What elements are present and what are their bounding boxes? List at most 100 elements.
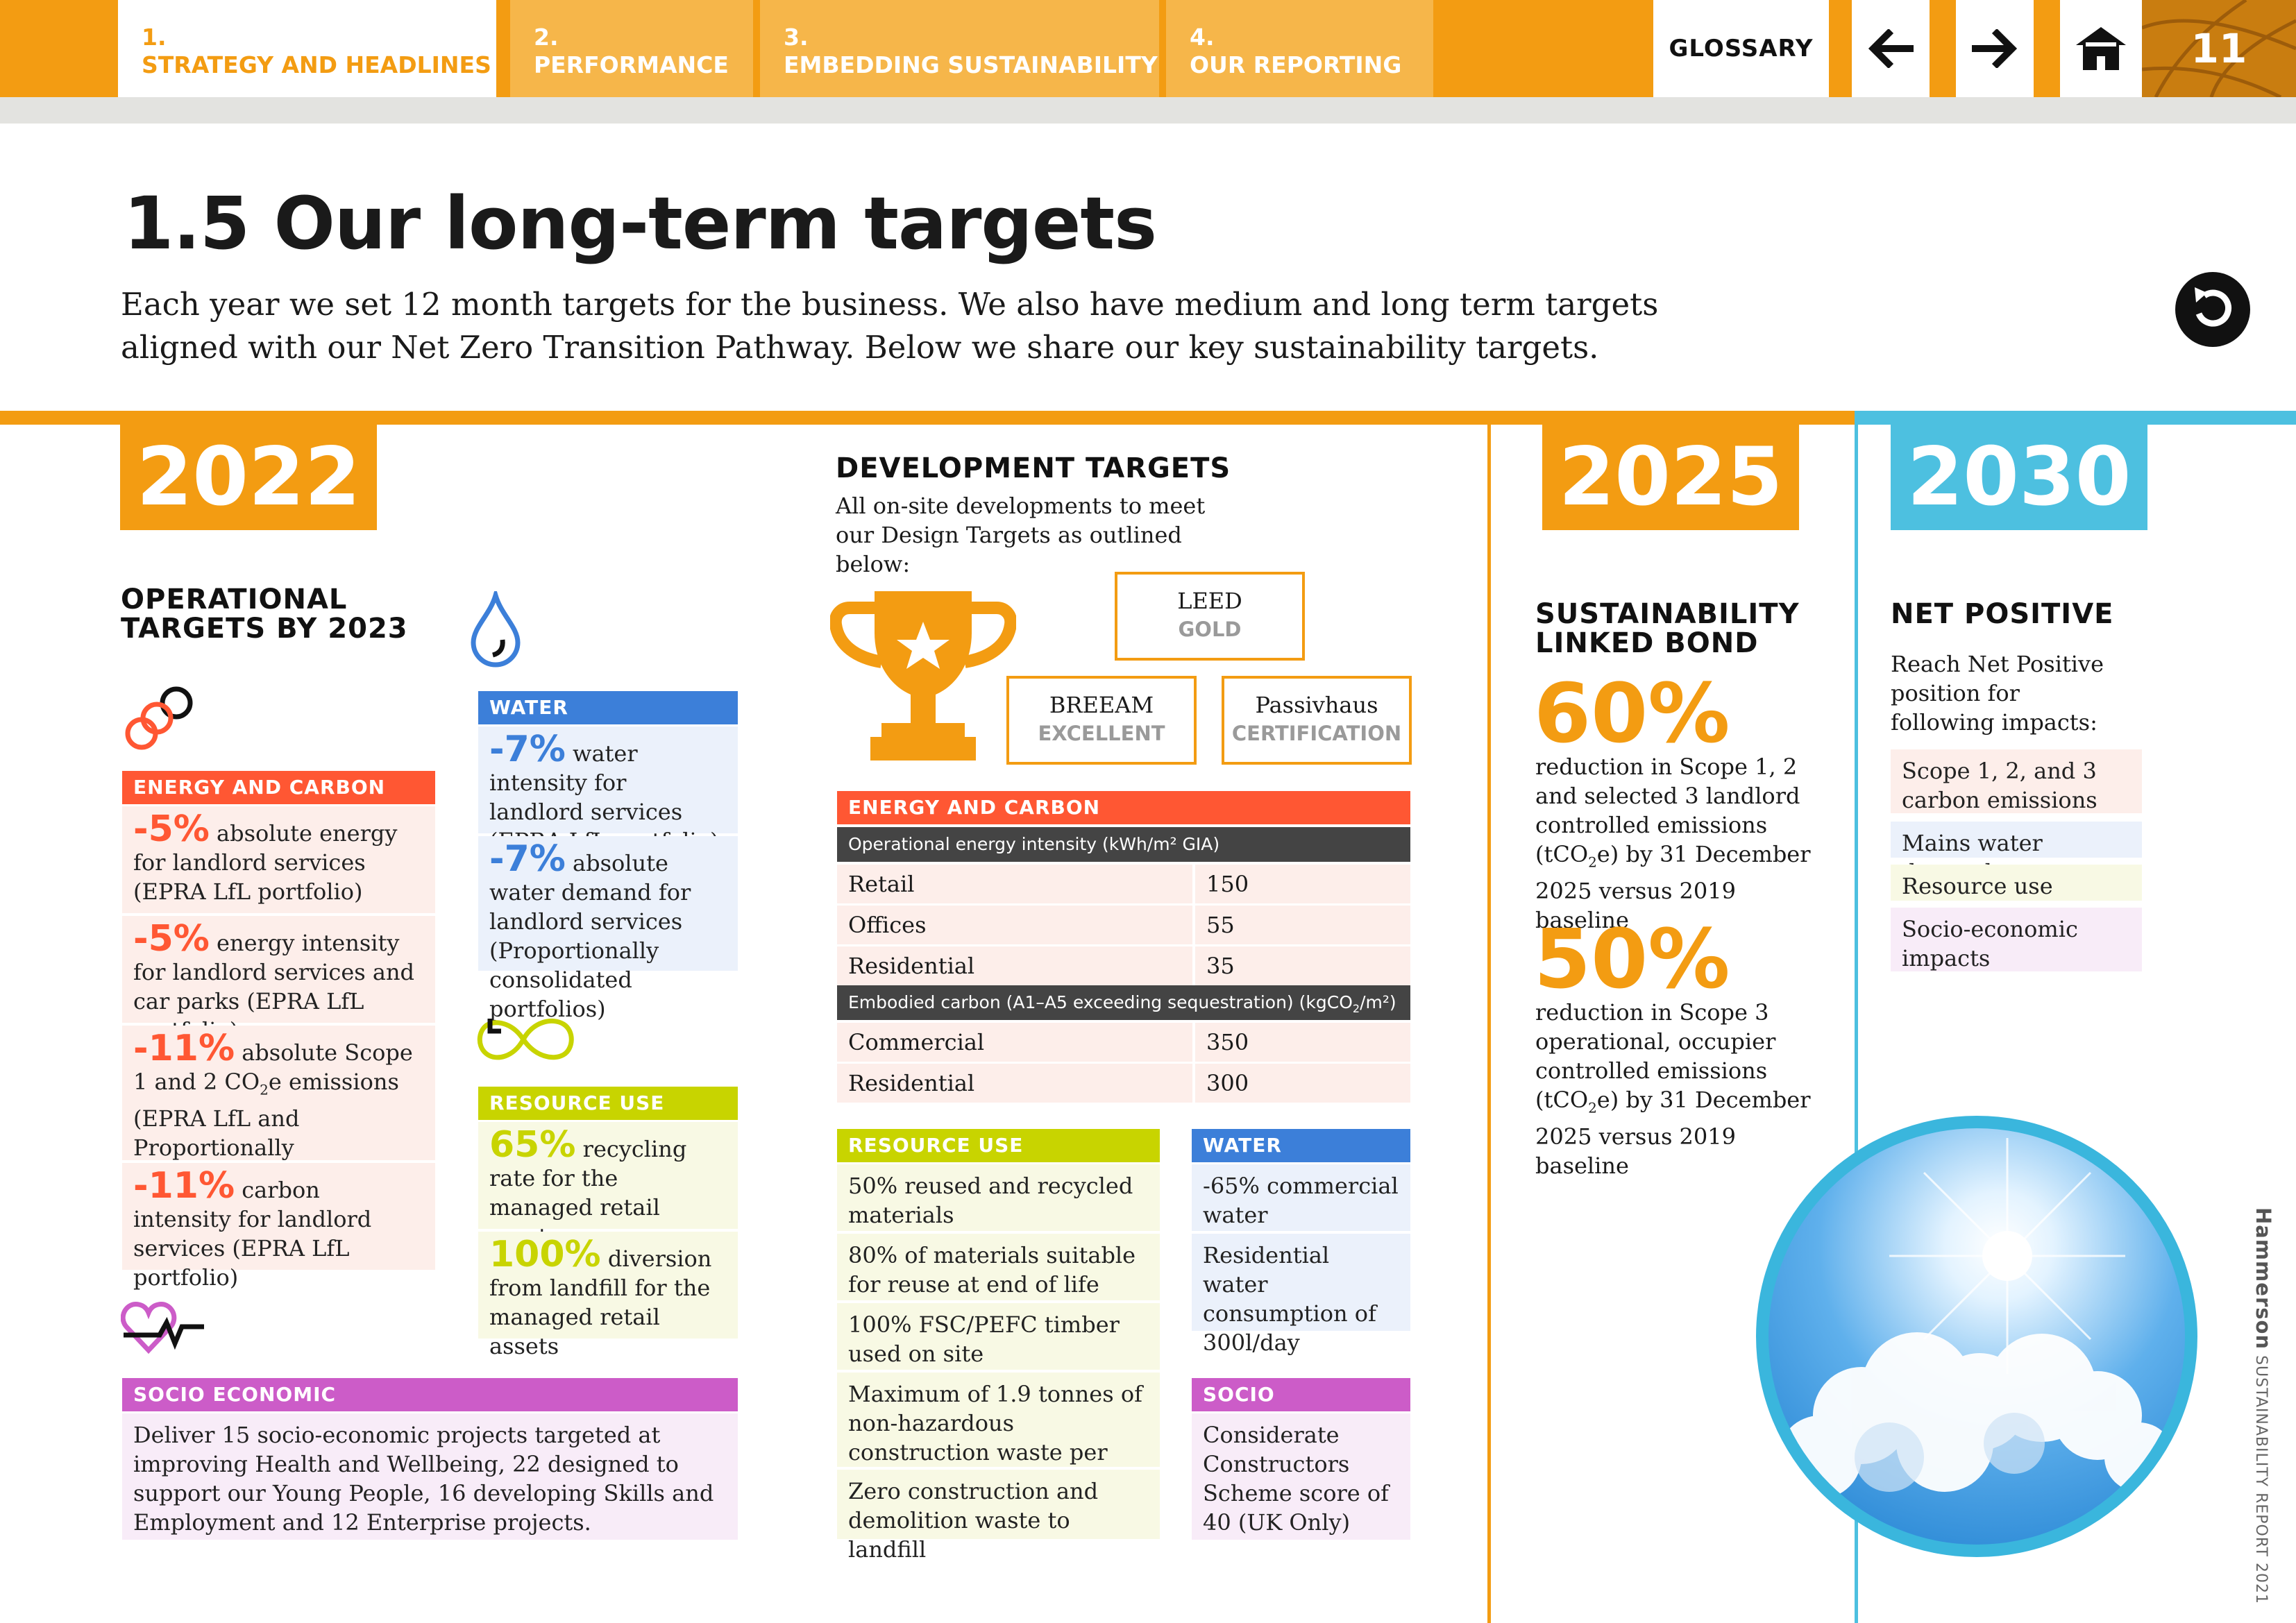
water-header: WATER — [478, 691, 738, 724]
tab-number: 3. — [784, 24, 809, 51]
divider-2030 — [1855, 425, 1858, 1623]
energy-carbon-icon — [125, 686, 193, 750]
resource-target-2: 100% diversion from landfill for the man… — [478, 1232, 738, 1359]
socio-economic-text: Deliver 15 socio-economic projects targe… — [122, 1413, 738, 1540]
tab-number: 2. — [534, 24, 559, 51]
energy-target-value: -11% — [133, 1165, 235, 1207]
header-divider — [0, 97, 2296, 124]
resource-target-1: 65% recycling rate for the managed retai… — [478, 1122, 738, 1250]
dev-water-item: Residential water consumption of 300l/da… — [1192, 1234, 1410, 1356]
table-cell: Offices — [837, 906, 1192, 944]
energy-target-value: -5% — [133, 808, 210, 850]
home-icon — [2076, 27, 2126, 70]
home-button[interactable] — [2060, 0, 2142, 97]
energy-target-1: -5% absolute energy for landlord service… — [122, 806, 435, 913]
dev-resource-item: 80% of materials suitable for reuse at e… — [837, 1234, 1160, 1300]
tab-our-reporting[interactable]: 4. OUR REPORTING — [1166, 0, 1433, 97]
bond-target-1-text: reduction in Scope 1, 2 and selected 3 l… — [1535, 752, 1827, 935]
energy-target-text: absolute Scope 1 and 2 CO — [133, 1039, 413, 1095]
impact-socio-economic: Socio-economic impacts — [1891, 908, 2142, 971]
tab-strategy-and-headlines[interactable]: 1. STRATEGY AND HEADLINES — [118, 0, 496, 97]
impact-water: Mains water demand — [1891, 822, 2142, 885]
resource-use-header: RESOURCE USE — [478, 1087, 738, 1120]
section-rule-blue — [1855, 411, 2296, 425]
table-cell: 35 — [1195, 946, 1410, 985]
side-label: Hammerson SUSTAINABILITY REPORT 2021 — [2247, 1207, 2275, 1604]
tab-number: 4. — [1190, 24, 1215, 51]
trophy-icon — [830, 591, 1016, 760]
operational-heading: OPERATIONAL TARGETS BY 2023 — [121, 584, 408, 645]
dev-energy-header: ENERGY AND CARBON — [837, 791, 1410, 824]
glossary-button[interactable]: GLOSSARY — [1653, 0, 1829, 97]
bond-text: reduction in Scope 1, 2 and selected 3 l… — [1535, 754, 1800, 867]
cert-level: EXCELLENT — [1038, 722, 1165, 745]
subheader-text: Embodied carbon (A1–A5 exceeding sequest… — [848, 992, 1353, 1012]
subscript: 2 — [1588, 1099, 1597, 1116]
year-2025-badge: 2025 — [1542, 425, 1799, 530]
sky-sun-image — [1756, 1116, 2197, 1557]
tab-embedding-sustainability[interactable]: 3. EMBEDDING SUSTAINABILITY — [760, 0, 1159, 97]
breeam-excellent-badge: BREEAM EXCELLENT — [1006, 676, 1197, 765]
impact-carbon: Scope 1, 2, and 3 carbon emissions — [1891, 749, 2142, 813]
target-50-percent: 50% — [1534, 911, 1730, 1007]
decorative-pattern-icon — [2142, 0, 2296, 97]
divider-2025 — [1487, 425, 1491, 1623]
cert-level: CERTIFICATION — [1231, 722, 1402, 745]
dev-water-item: -65% commercial water consumption — [1192, 1164, 1410, 1257]
page-number-box: 11 — [2142, 0, 2296, 97]
energy-target-2: -5% energy intensity for landlord servic… — [122, 916, 435, 1044]
arrow-right-icon — [1972, 29, 2018, 68]
resource-target-value: 100% — [489, 1234, 601, 1275]
brand-name: Hammerson — [2252, 1207, 2275, 1350]
energy-target-text: carbon intensity for landlord services (… — [133, 1177, 372, 1291]
subscript: 2 — [260, 1081, 269, 1098]
net-positive-heading: NET POSITIVE — [1891, 598, 2114, 630]
page-number: 11 — [2191, 25, 2247, 72]
target-60-percent: 60% — [1534, 665, 1730, 761]
dev-socio-header: SOCIO ECONOMIC — [1192, 1378, 1410, 1439]
report-name: SUSTAINABILITY REPORT 2021 — [2252, 1355, 2270, 1604]
tab-label: PERFORMANCE — [534, 51, 729, 78]
resource-target-text: diversion from landfill for the managed … — [489, 1246, 712, 1359]
tab-label: STRATEGY AND HEADLINES — [142, 51, 491, 78]
cert-level: GOLD — [1178, 618, 1242, 641]
tab-performance[interactable]: 2. PERFORMANCE — [510, 0, 753, 97]
dev-resource-item: Maximum of 1.9 tonnes of non-hazardous c… — [837, 1373, 1160, 1495]
net-positive-intro: Reach Net Positive position for followin… — [1891, 651, 2104, 736]
energy-target-3: -11% absolute Scope 1 and 2 CO2e emissio… — [122, 1026, 435, 1190]
leed-gold-badge: LEED GOLD — [1115, 572, 1305, 661]
back-circle-icon[interactable] — [2174, 271, 2252, 348]
bond-text: e) by 31 December 2025 versus 2019 basel… — [1535, 1087, 1811, 1180]
year-2030-badge: 2030 — [1891, 425, 2147, 530]
dev-water-header: WATER — [1192, 1129, 1410, 1162]
table-cell: 350 — [1195, 1023, 1410, 1062]
dev-resource-item: Zero construction and demolition waste t… — [837, 1470, 1160, 1563]
forward-button[interactable] — [1956, 0, 2034, 97]
energy-carbon-header: ENERGY AND CARBON — [122, 771, 435, 804]
table-cell: Commercial — [837, 1023, 1192, 1062]
resource-target-value: 65% — [489, 1124, 576, 1166]
dev-resource-item: 50% reused and recycled materials — [837, 1164, 1160, 1231]
back-button[interactable] — [1852, 0, 1930, 97]
page-title: 1.5 Our long-term targets — [124, 181, 1157, 266]
cert-name: BREEAM — [1049, 692, 1154, 718]
bond-heading: SUSTAINABILITY LINKED BOND — [1535, 598, 1800, 659]
bond-target-2-text: reduction in Scope 3 operational, occupi… — [1535, 998, 1827, 1180]
energy-target-value: -11% — [133, 1028, 235, 1069]
energy-target-value: -5% — [133, 918, 210, 960]
year-2022-badge: 2022 — [120, 425, 377, 530]
dev-resource-item: 100% FSC/PEFC timber used on site — [837, 1303, 1160, 1370]
water-target-1: -7% water intensity for landlord service… — [478, 726, 738, 854]
water-target-2: -7% absolute water demand for landlord s… — [478, 836, 738, 1022]
energy-target-4: -11% carbon intensity for landlord servi… — [122, 1163, 435, 1291]
water-target-value: -7% — [489, 838, 566, 880]
subscript: 2 — [1588, 853, 1597, 871]
water-drop-icon — [471, 591, 521, 668]
tab-label: OUR REPORTING — [1190, 51, 1402, 78]
table-cell: Retail — [837, 865, 1192, 903]
bond-text: e) by 31 December 2025 versus 2019 basel… — [1535, 841, 1811, 934]
embodied-carbon-subheader: Embodied carbon (A1–A5 exceeding sequest… — [837, 985, 1410, 1020]
table-cell: 300 — [1195, 1064, 1410, 1103]
impact-resource: Resource use — [1891, 865, 2142, 901]
cert-name: LEED — [1177, 588, 1242, 614]
